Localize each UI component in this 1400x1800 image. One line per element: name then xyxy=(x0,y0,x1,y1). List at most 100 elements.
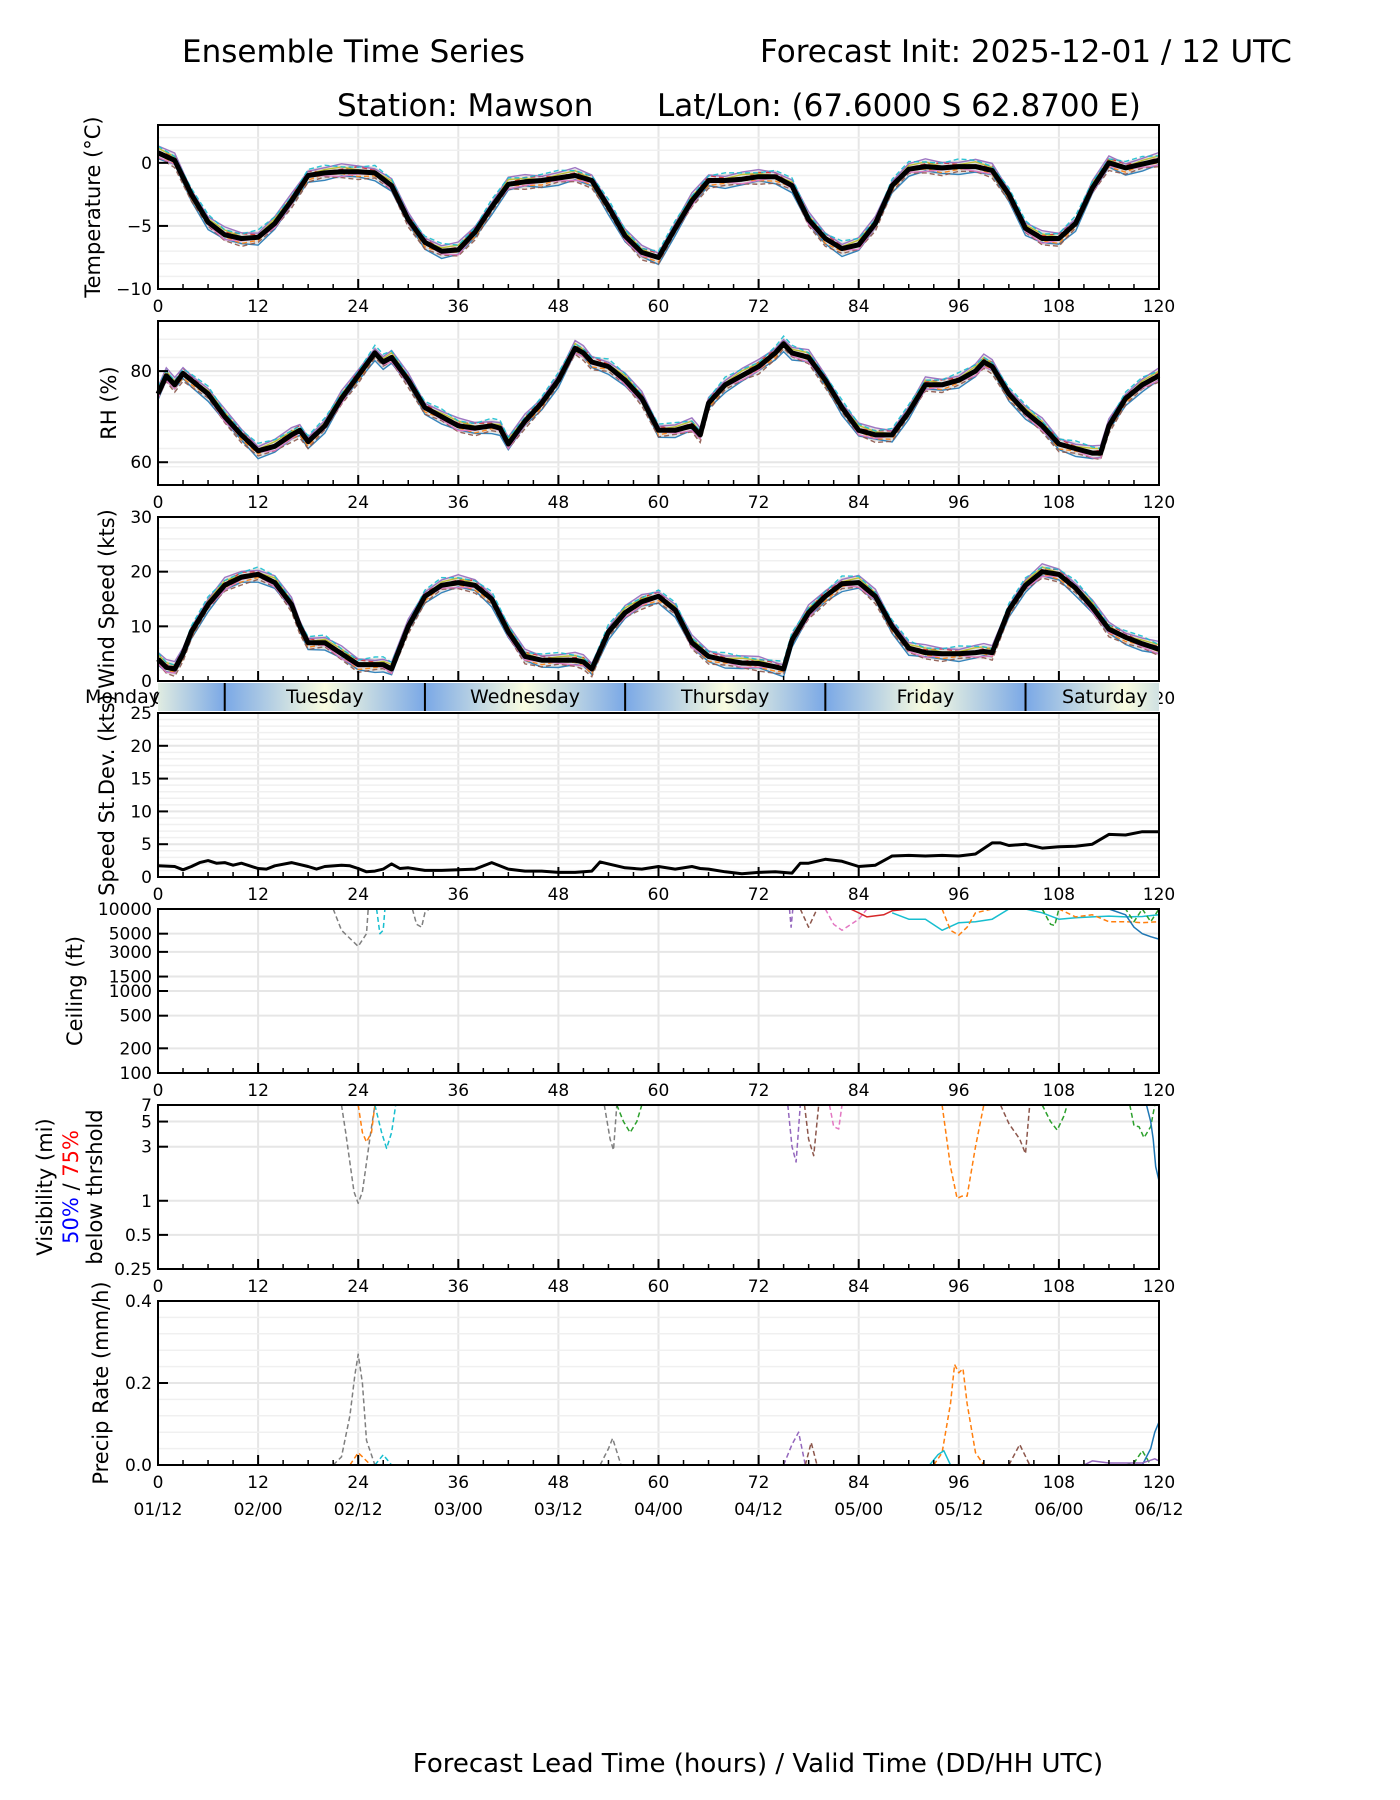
y-axis-label: Visibility (mi) xyxy=(33,1118,57,1255)
member-line xyxy=(1141,1421,1160,1466)
day-segment xyxy=(625,683,826,711)
x-tick-label: 60 xyxy=(648,493,670,513)
x-tick-label: 108 xyxy=(1043,1473,1075,1493)
day-label: Tuesday xyxy=(285,686,363,708)
x-tick-label: 120 xyxy=(1143,493,1175,513)
x-tick-label: 120 xyxy=(1143,1277,1175,1297)
x-tick-label: 120 xyxy=(1143,1081,1175,1101)
member-line xyxy=(157,145,1160,252)
x-tick-label: 72 xyxy=(748,885,770,905)
x-tick-label: 36 xyxy=(447,1277,469,1297)
x-tick-label: 0 xyxy=(153,1277,164,1297)
y-tick-label: 10 xyxy=(130,802,152,822)
x-tick-label: 60 xyxy=(648,885,670,905)
y-tick-label: 0.5 xyxy=(125,1226,152,1246)
member-line xyxy=(616,1104,643,1134)
y-axis-label: Ceiling (ft) xyxy=(63,936,87,1046)
y-tick-label: −10 xyxy=(116,280,152,300)
x-tick-label: 36 xyxy=(447,297,469,317)
day-label: Thursday xyxy=(680,686,769,708)
y-tick-label: 7 xyxy=(141,1096,152,1116)
x-tick-label: 96 xyxy=(948,297,970,317)
title-left: Ensemble Time Series xyxy=(182,34,525,70)
panel-rh: 0 12 24 36 48 60 72 84 96 108 120 60 80 RH (%) xyxy=(97,320,1175,513)
member-line xyxy=(157,577,1160,678)
x-tick-label: 24 xyxy=(347,1473,369,1493)
x-tick-label: 36 xyxy=(447,885,469,905)
day-label: Monday xyxy=(85,686,160,708)
x-tick-label: 48 xyxy=(548,1081,570,1101)
member-line xyxy=(850,908,909,918)
day-segment xyxy=(825,683,1026,711)
x-tick-label: 36 xyxy=(447,493,469,513)
x-tick-valid-label: 02/12 xyxy=(334,1500,383,1520)
x-tick-label: 96 xyxy=(948,1473,970,1493)
x-tick-label: 60 xyxy=(648,1473,670,1493)
day-band: Monday Tuesday Wednesday Thursday Friday Satu… xyxy=(85,683,1159,711)
day-label: Friday xyxy=(897,686,955,708)
speed_stddev-mean-line xyxy=(157,830,1159,876)
member-line xyxy=(933,1363,985,1466)
x-tick-label: 24 xyxy=(347,1277,369,1297)
y-axis-label: RH (%) xyxy=(97,366,121,439)
x-tick-label: 84 xyxy=(848,1473,870,1493)
x-tick-label: 60 xyxy=(648,1081,670,1101)
y-tick-label: 10000 xyxy=(98,900,152,920)
x-tick-label: 48 xyxy=(548,1473,570,1493)
y-tick-label: 0.2 xyxy=(125,1374,152,1394)
member-line xyxy=(782,1431,807,1466)
x-tick-label: 108 xyxy=(1043,885,1075,905)
x-tick-label: 96 xyxy=(948,1081,970,1101)
member-line xyxy=(157,338,1160,448)
x-tick-label: 84 xyxy=(848,1081,870,1101)
member-line xyxy=(357,1104,376,1143)
member-line xyxy=(374,1104,397,1150)
x-tick-label: 12 xyxy=(247,493,269,513)
member-line xyxy=(941,908,1160,936)
latlon-label: Lat/Lon: (67.6000 S 62.8700 E) xyxy=(657,88,1141,124)
y-axis-label: Wind Speed (kts) xyxy=(95,509,119,689)
y-tick-label: 5000 xyxy=(109,925,152,945)
y-axis-label: Temperature (°C) xyxy=(81,116,105,298)
x-tick-valid-label: 02/00 xyxy=(234,1500,283,1520)
y-tick-label: 80 xyxy=(130,362,152,382)
x-tick-label: 48 xyxy=(548,297,570,317)
member-line xyxy=(157,156,1160,265)
member-line xyxy=(1145,1104,1160,1181)
x-tick-label: 108 xyxy=(1043,493,1075,513)
member-line xyxy=(157,340,1160,453)
member-line xyxy=(157,566,1160,666)
member-line xyxy=(804,1441,818,1466)
day-label: Saturday xyxy=(1062,686,1148,708)
y-tick-label: 1 xyxy=(141,1192,152,1212)
x-tick-valid-label: 01/12 xyxy=(134,1500,183,1520)
y-tick-label: 500 xyxy=(120,1007,152,1027)
x-tick-label: 0 xyxy=(153,297,164,317)
x-tick-label: 60 xyxy=(648,297,670,317)
panel-visibility: 0 12 24 36 48 60 72 84 96 108 120 0.25 0.5 1 3 57 Visibi… xyxy=(33,1096,1175,1297)
x-tick-label: 36 xyxy=(447,1081,469,1101)
x-tick-label: 24 xyxy=(347,297,369,317)
panel-speed_stddev: 0 12 24 36 48 60 72 84 96 108 120 0 5 10 15 20 25 Speed S… xyxy=(95,694,1175,905)
y-tick-label: 30 xyxy=(130,508,152,528)
y-tick-label: 10 xyxy=(130,617,152,637)
y-tick-label: 20 xyxy=(130,563,152,583)
member-line xyxy=(603,1104,618,1151)
x-tick-label: 0 xyxy=(153,885,164,905)
x-tick-label: 72 xyxy=(748,1277,770,1297)
x-tick-label: 24 xyxy=(347,493,369,513)
title-right: Forecast Init: 2025-12-01 / 12 UTC xyxy=(760,34,1292,70)
y-tick-label: 3000 xyxy=(109,943,152,963)
y-tick-label: 1000 xyxy=(109,982,152,1002)
member-line xyxy=(799,908,818,928)
x-tick-valid-label: 03/12 xyxy=(534,1500,583,1520)
member-line xyxy=(332,1353,376,1466)
x-tick-valid-label: 06/12 xyxy=(1135,1500,1184,1520)
threshold-separator: / xyxy=(59,1177,83,1197)
x-tick-label: 24 xyxy=(347,1081,369,1101)
x-tick-label: 48 xyxy=(548,493,570,513)
y-axis-label-thresholds: 50% / 75% xyxy=(59,1130,83,1244)
y-tick-label: 0.4 xyxy=(125,1292,152,1312)
x-axis-label: Forecast Lead Time (hours) / Valid Time … xyxy=(413,1749,1103,1779)
